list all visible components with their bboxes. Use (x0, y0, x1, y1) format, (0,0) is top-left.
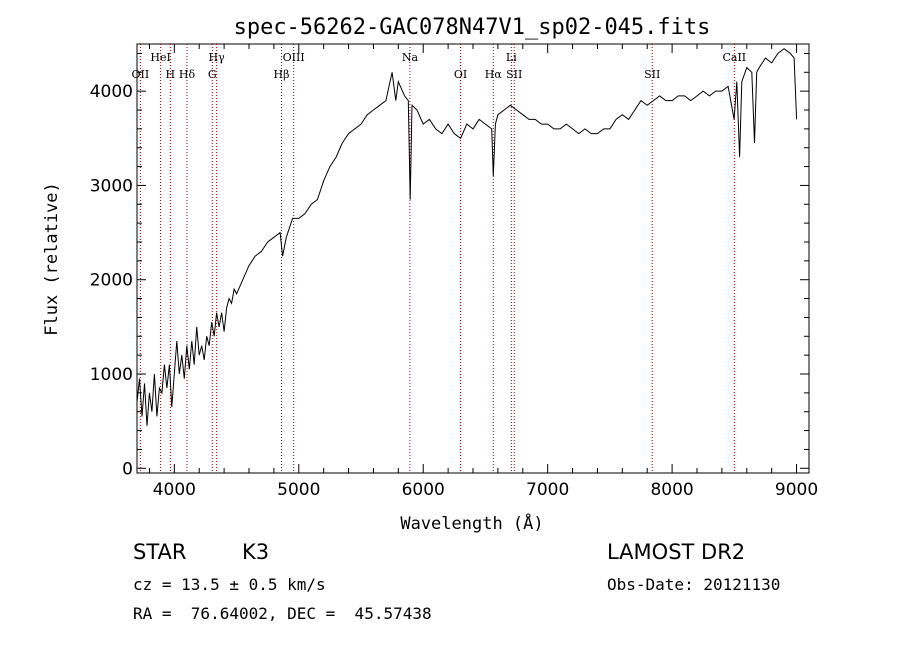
y-axis: 0 1000 2000 3000 4000 (90, 52, 809, 479)
line-label-14: CaII (722, 51, 746, 64)
y-tick-label: 2000 (90, 271, 133, 291)
line-label-12: SII (506, 68, 522, 81)
line-label-5: Hγ (209, 51, 226, 64)
x-tick-label: 8000 (650, 480, 693, 500)
x-tick-label: 4000 (153, 480, 196, 500)
line-label-7: OIII (283, 51, 305, 64)
line-label-3: Hδ (179, 68, 196, 81)
x-tick-label: 7000 (526, 480, 569, 500)
line-label-4: G (208, 68, 217, 81)
y-tick-label: 0 (122, 459, 133, 479)
x-tick-label: 5000 (277, 480, 320, 500)
spectrum-line (136, 48, 798, 426)
obs-date: Obs-Date: 20121130 (607, 575, 781, 594)
object-subclass: K3 (242, 540, 270, 564)
coordinates: RA = 76.64002, DEC = 45.57438 (133, 604, 432, 623)
line-label-13: SII (644, 68, 660, 81)
line-label-6: Hβ (274, 68, 290, 81)
line-label-9: OI (454, 68, 467, 81)
x-tick-label: 6000 (402, 480, 445, 500)
chart-title: spec-56262-GAC078N47V1_sp02-045.fits (234, 15, 711, 40)
y-tick-label: 3000 (90, 176, 133, 196)
y-axis-label: Flux (relative) (42, 182, 62, 336)
line-label-2: H (166, 68, 176, 81)
object-class: STAR (133, 540, 187, 564)
x-axis-label: Wavelength (Å) (400, 512, 543, 534)
x-axis: 4000 5000 6000 7000 8000 9000 (148, 44, 818, 500)
line-label-10: Hα (485, 68, 503, 81)
redshift-value: cz = 13.5 ± 0.5 km/s (133, 575, 326, 594)
line-label-8: Na (402, 51, 419, 64)
x-tick-label: 9000 (775, 480, 818, 500)
line-label-11: Li (506, 51, 517, 64)
y-tick-label: 1000 (90, 365, 133, 385)
plot-frame (136, 43, 810, 474)
line-label-0: OII (132, 68, 150, 81)
y-tick-label: 4000 (90, 82, 133, 102)
line-label-1: HeI (150, 51, 170, 64)
survey-name: LAMOST DR2 (607, 540, 746, 564)
